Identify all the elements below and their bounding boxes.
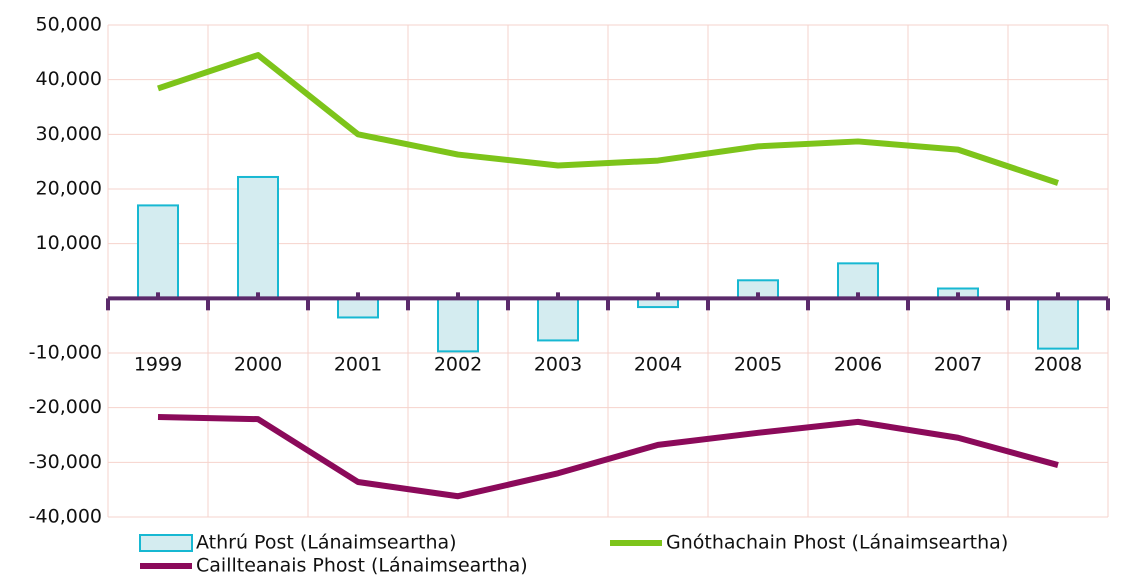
x-tick-label: 2002 [434,354,482,376]
line [157,413,1059,500]
x-tick-label: 2001 [334,354,382,376]
y-tick-label: 10,000 [36,232,102,254]
x-tick-label: 2003 [534,354,582,376]
x-tick-label: 2000 [234,354,282,376]
legend-label: Caillteanais Phost (Lánaimseartha) [196,555,528,577]
y-tick-label: 20,000 [36,178,102,200]
bar [137,204,179,300]
x-tick-label: 2004 [634,354,682,376]
line [157,52,1059,186]
y-tick-label: -20,000 [29,396,102,418]
bar [237,175,279,300]
x-tick-label: 2007 [934,354,982,376]
bar [337,297,379,319]
y-tick-label: -30,000 [29,451,102,473]
x-tick-label: 2005 [734,354,782,376]
y-tick-label: -40,000 [29,506,102,528]
x-tick-label: 1999 [134,354,182,376]
x-tick-label: 2006 [834,354,882,376]
legend-label: Gnóthachain Phost (Lánaimseartha) [666,532,1008,554]
x-tick-label: 2008 [1034,354,1082,376]
y-tick-label: 40,000 [36,68,102,90]
bar [1037,297,1079,350]
y-tick-label: 50,000 [36,14,102,36]
y-tick-label: 30,000 [36,123,102,145]
y-tick-label: -10,000 [29,342,102,364]
legend-swatch [139,534,193,552]
legend-label: Athrú Post (Lánaimseartha) [196,532,457,554]
bar [437,297,479,353]
bar [537,297,579,342]
